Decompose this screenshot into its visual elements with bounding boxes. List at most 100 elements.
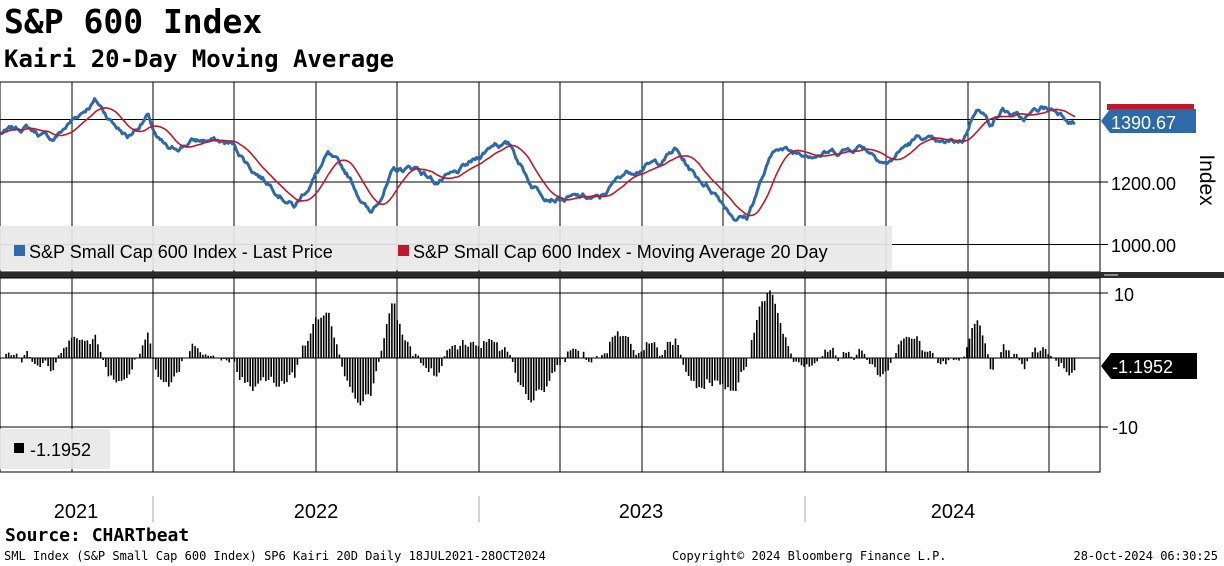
kairi-bar xyxy=(244,358,246,383)
kairi-bar xyxy=(217,357,220,359)
kairi-bar xyxy=(275,358,278,387)
kairi-bar xyxy=(559,358,561,365)
kairi-bar xyxy=(861,350,863,358)
kairi-bar xyxy=(409,346,412,358)
kairi-bar xyxy=(336,344,338,358)
kairi-bar xyxy=(742,358,745,371)
kairi-bar xyxy=(183,358,186,359)
kairi-bar xyxy=(351,358,354,393)
kairi-bar xyxy=(462,340,464,358)
kairi-bar xyxy=(926,351,929,358)
kairi-bar xyxy=(291,358,293,373)
kairi-bar xyxy=(824,349,826,358)
kairi-bar xyxy=(645,342,648,358)
kairi-bar xyxy=(414,353,417,358)
kairi-bar xyxy=(0,358,2,359)
kairi-legend-swatch xyxy=(14,443,24,453)
kairi-bar xyxy=(65,347,68,358)
kairi-bar xyxy=(63,348,65,358)
kairi-bar xyxy=(89,344,91,358)
kairi-bar xyxy=(590,358,593,363)
kairi-bar xyxy=(879,358,881,377)
kairi-bar xyxy=(341,358,343,367)
kairi-bar xyxy=(430,358,433,369)
kairi-bar xyxy=(446,350,448,358)
kairi-bar xyxy=(406,341,409,358)
kairi-bar xyxy=(55,358,57,363)
kairi-bar xyxy=(228,358,230,363)
kairi-bar xyxy=(70,337,73,358)
kairi-bar xyxy=(438,358,440,373)
price-tick-label-1000: 1000.00 xyxy=(1111,236,1176,256)
footer-timestamp: 28-Oct-2024 06:30:25 xyxy=(1073,549,1219,563)
kairi-bar xyxy=(162,358,165,383)
kairi-bar xyxy=(711,358,713,387)
kairi-bar xyxy=(420,358,422,363)
kairi-bar xyxy=(937,358,939,363)
kairi-bar xyxy=(370,358,372,396)
kairi-bar xyxy=(383,338,385,358)
kairi-bar xyxy=(666,341,669,358)
kairi-bar xyxy=(876,358,879,375)
kairi-bar xyxy=(160,358,162,380)
kairi-bar xyxy=(992,358,994,370)
kairi-bar xyxy=(947,358,950,361)
kairi-bar xyxy=(1036,352,1039,358)
panel-separator-handle[interactable] xyxy=(1104,274,1118,276)
legend-ma-swatch xyxy=(398,245,409,256)
kairi-bar xyxy=(677,345,679,358)
kairi-bar xyxy=(73,336,76,358)
kairi-bar xyxy=(123,358,125,380)
kairi-bar xyxy=(748,358,750,359)
kairi-bar xyxy=(966,347,968,358)
kairi-bar xyxy=(267,358,270,380)
kairi-bar xyxy=(270,358,272,377)
kairi-bar xyxy=(472,341,475,358)
kairi-bar xyxy=(614,335,616,358)
kairi-bar xyxy=(144,339,146,358)
kairi-bar xyxy=(149,343,152,358)
kairi-bar xyxy=(194,346,196,358)
kairi-bar xyxy=(128,358,131,375)
kairi-bar xyxy=(391,303,393,358)
kairi-bar xyxy=(832,347,834,358)
x-label-2021: 2021 xyxy=(54,501,99,523)
kairi-bar xyxy=(622,335,624,358)
kairi-bar xyxy=(207,355,209,358)
kairi-bar xyxy=(467,346,469,358)
kairi-bar xyxy=(367,358,370,395)
kairi-bar xyxy=(170,358,173,383)
kairi-bar xyxy=(241,358,244,378)
kairi-bar xyxy=(567,351,569,358)
kairi-bar xyxy=(761,301,763,358)
kairi-bar xyxy=(49,358,52,372)
kairi-bar xyxy=(225,358,228,361)
kairi-bar xyxy=(215,358,217,359)
kairi-bar xyxy=(412,355,414,358)
kairi-bar xyxy=(609,341,611,358)
kairi-bar xyxy=(280,358,283,381)
kairi-bar xyxy=(94,334,97,358)
kairi-bar xyxy=(895,353,897,358)
kairi-bar xyxy=(399,323,401,358)
kairi-bar xyxy=(553,358,556,372)
kairi-bar xyxy=(1044,349,1047,358)
kairi-bar xyxy=(1073,358,1076,371)
kairi-bar xyxy=(548,358,551,381)
kairi-bar xyxy=(769,290,771,358)
kairi-bar xyxy=(790,353,792,358)
kairi-bar xyxy=(771,294,774,358)
kairi-bar xyxy=(147,332,149,358)
kairi-bar xyxy=(601,355,603,358)
legend-ma-label: S&P Small Cap 600 Index - Moving Average… xyxy=(413,242,828,262)
kairi-bar xyxy=(863,353,866,358)
kairi-bar xyxy=(223,358,225,359)
kairi-last-value-text: -1.1952 xyxy=(1112,357,1173,377)
kairi-bar xyxy=(359,358,362,406)
kairi-bar xyxy=(173,358,175,377)
kairi-bar xyxy=(120,358,123,381)
kairi-bar xyxy=(396,319,398,358)
x-label-2024: 2024 xyxy=(931,501,976,523)
kairi-bar xyxy=(388,313,391,358)
kairi-bar xyxy=(866,358,868,360)
